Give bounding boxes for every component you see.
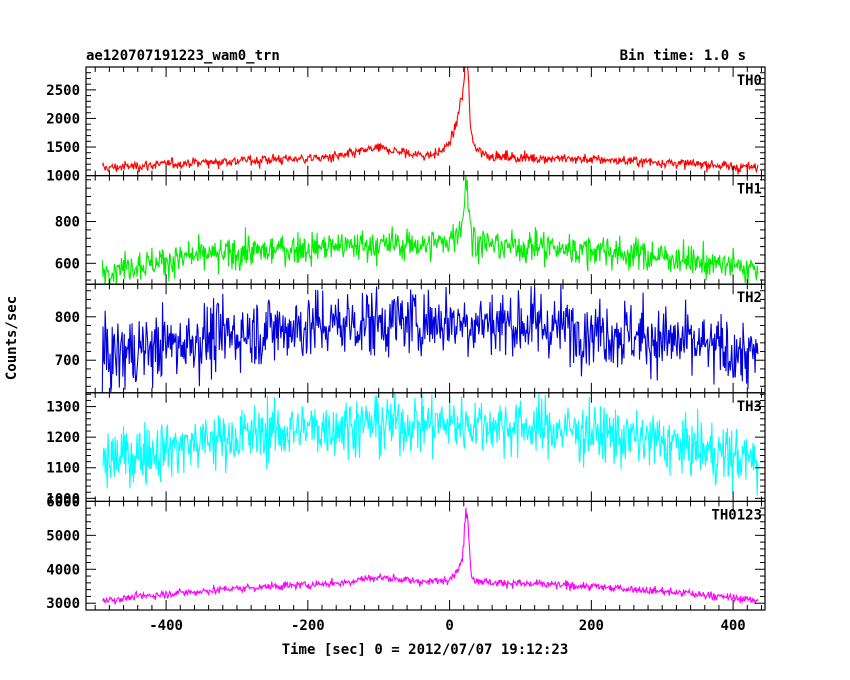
y-tick-label: 800 [55, 215, 80, 231]
y-tick-label: 1500 [46, 140, 80, 156]
panel-label-th3: TH3 [737, 399, 762, 415]
y-tick-label: 5000 [46, 528, 80, 544]
panel-th1: 600 800 TH1 [55, 175, 766, 285]
panel-th2: 700 800 TH2 [55, 283, 766, 394]
series-line-th3 [101, 392, 759, 496]
y-tick-label: 2500 [46, 83, 80, 99]
panel-label-th2: TH2 [737, 290, 762, 306]
series-line-th2 [101, 284, 759, 393]
series-line-th1 [101, 175, 759, 285]
y-tick-label: 1000 [46, 169, 80, 185]
x-tick-label: -400 [149, 618, 183, 634]
x-tick-label: 400 [720, 618, 745, 634]
y-tick-label: 1000 [46, 491, 80, 507]
panel-frame [85, 175, 766, 285]
panel-th0123: 3000 4000 5000 6000 TH0123 [46, 494, 766, 612]
y-tick-label: 800 [55, 310, 80, 326]
chart-title: ae120707191223_wam0_trn [86, 48, 280, 64]
x-tick-label: 0 [445, 618, 453, 634]
y-tick-label: 6000 [46, 494, 80, 510]
y-tick-label: 1300 [46, 400, 80, 416]
x-tick-label: 200 [579, 618, 604, 634]
series-line-th0123 [101, 507, 759, 605]
y-tick-label: 1200 [46, 430, 80, 446]
y-tick-label: 2000 [46, 111, 80, 127]
panel-label-th0123: TH0123 [711, 507, 762, 523]
x-tick-label: -200 [291, 618, 325, 634]
panel-label-th1: TH1 [737, 182, 762, 198]
bin-time-label: Bin time: 1.0 s [620, 48, 746, 64]
y-tick-label: 600 [55, 256, 80, 272]
y-tick-label: 1100 [46, 461, 80, 477]
series-line-th0 [101, 67, 759, 175]
x-axis: -400 -200 0 200 400 [149, 618, 746, 634]
x-axis-label: Time [sec] 0 = 2012/07/07 19:12:23 [282, 642, 569, 658]
panel-label-th0: TH0 [737, 73, 762, 89]
y-tick-label: 700 [55, 353, 80, 369]
y-axis-label: Counts/sec [4, 296, 20, 380]
y-tick-label: 3000 [46, 596, 80, 612]
panels-group: 1000 1500 2000 2500 TH0 600 800 TH1 700 800 TH2 100… [46, 66, 766, 612]
y-tick-label: 4000 [46, 562, 80, 578]
panel-th3: 1000 1100 1200 1300 TH3 [46, 392, 766, 507]
